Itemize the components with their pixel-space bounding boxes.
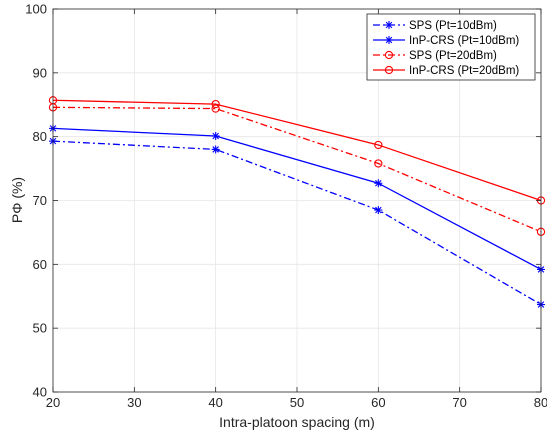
data-point (374, 159, 383, 168)
legend: SPS (Pt=10dBm) InP-CRS (Pt=10dBm) SPS (Pt=… (366, 13, 536, 81)
y-tick-label: 100 (25, 2, 47, 17)
series-line (52, 99, 542, 202)
data-point (374, 179, 383, 188)
legend-label: InP-CRS (Pt=20dBm) (409, 65, 519, 77)
data-point (211, 132, 220, 141)
x-tick-label: 70 (452, 395, 466, 410)
x-tick-label: 20 (46, 395, 60, 410)
legend-marker (384, 65, 394, 75)
y-tick-label: 40 (33, 385, 47, 400)
series-line (52, 140, 542, 306)
x-tick-label: 60 (371, 395, 385, 410)
series-4 (48, 96, 546, 205)
y-axis-label: PΦ (%) (9, 177, 25, 223)
series-line (52, 106, 542, 233)
x-tick-label: 50 (290, 395, 304, 410)
y-tick-label: 90 (33, 65, 47, 80)
x-tick-label: 40 (208, 395, 222, 410)
legend-marker (385, 21, 393, 29)
legend-item: SPS (Pt=20dBm) (373, 50, 497, 62)
series-layer (48, 96, 546, 309)
y-tick-label: 70 (33, 193, 47, 208)
legend-label: SPS (Pt=10dBm) (409, 20, 497, 32)
legend-label: InP-CRS (Pt=10dBm) (409, 35, 519, 47)
legend-marker (385, 36, 393, 44)
legend-item: InP-CRS (Pt=20dBm) (373, 65, 519, 77)
ticks: 20 30 40 50 60 70 80 40 50 60 70 80 90 100 (25, 2, 547, 411)
legend-marker (384, 50, 394, 60)
data-point (211, 104, 220, 113)
x-axis-label: Intra-platoon spacing (m) (219, 414, 375, 430)
data-point (374, 206, 383, 215)
y-tick-label: 50 (33, 321, 47, 336)
x-tick-label: 80 (534, 395, 547, 410)
x-tick-label: 30 (127, 395, 141, 410)
data-point (374, 140, 383, 150)
y-tick-label: 80 (33, 129, 47, 144)
legend-item: SPS (Pt=10dBm) (373, 20, 497, 32)
legend-item: InP-CRS (Pt=10dBm) (373, 35, 519, 47)
y-tick-label: 60 (33, 257, 47, 272)
series-line (52, 127, 542, 271)
data-point (211, 145, 220, 154)
data-point (211, 99, 220, 109)
legend-label: SPS (Pt=20dBm) (409, 50, 497, 62)
series-2 (49, 124, 545, 274)
